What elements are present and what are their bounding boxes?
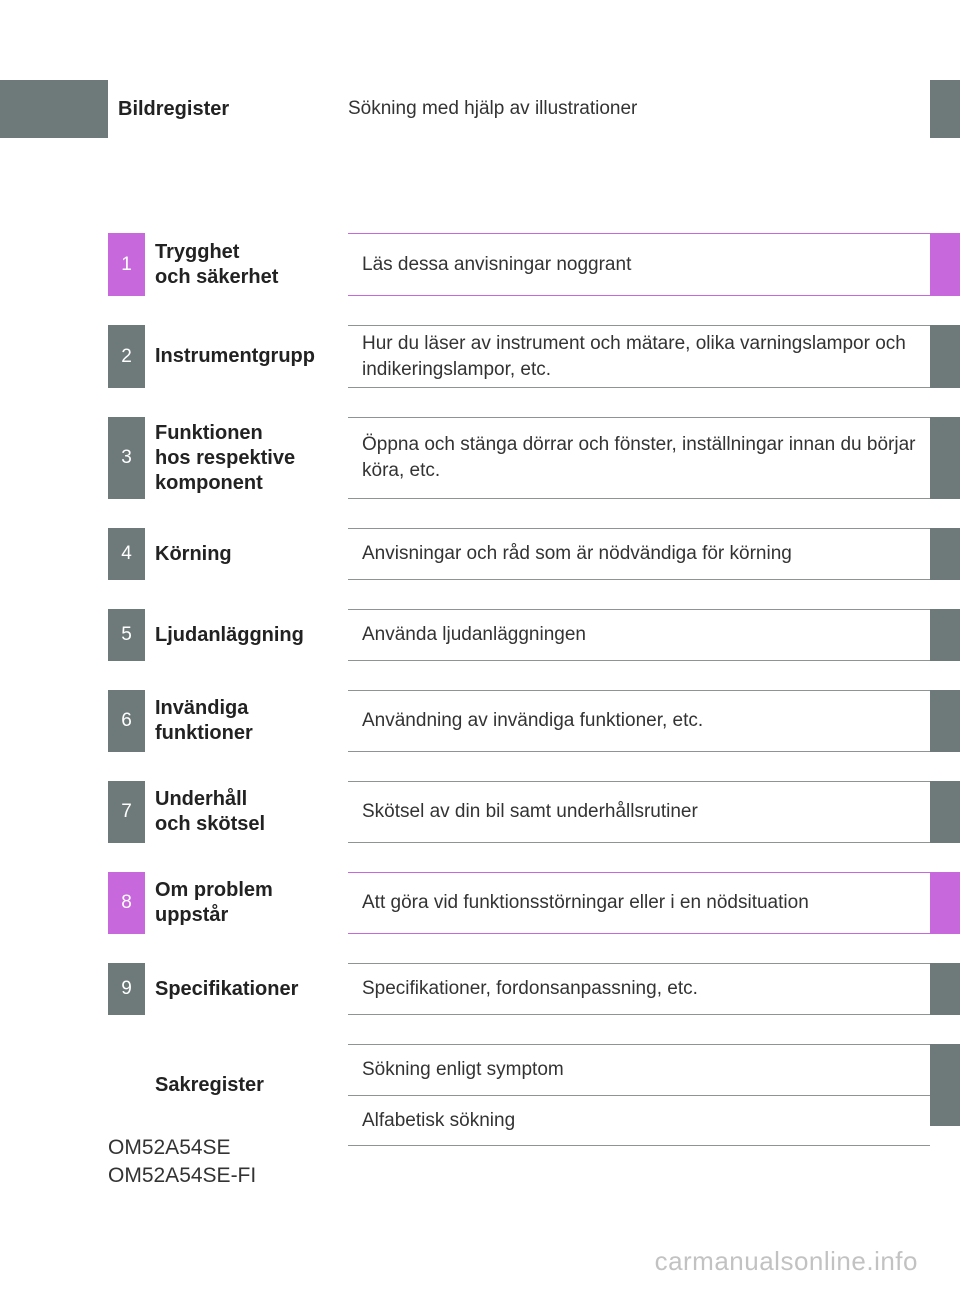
header-right-stub bbox=[930, 80, 960, 138]
gap bbox=[338, 325, 348, 388]
header-desc: Sökning med hjälp av illustrationer bbox=[328, 80, 930, 138]
gap bbox=[338, 528, 348, 580]
gap bbox=[338, 417, 348, 499]
chapter-title: Funktionen hos respektive komponent bbox=[145, 417, 338, 499]
chapter-number: 3 bbox=[108, 417, 145, 499]
chapter-number: 1 bbox=[108, 233, 145, 296]
chapter-title: Ljudanläggning bbox=[145, 609, 338, 661]
right-stub bbox=[930, 1044, 960, 1126]
toc-row[interactable]: 5LjudanläggningAnvända ljudanläggningen bbox=[0, 609, 960, 661]
right-stub bbox=[930, 417, 960, 499]
right-stub bbox=[930, 233, 960, 296]
chapter-desc: Läs dessa anvisningar noggrant bbox=[348, 233, 930, 296]
chapter-number: 2 bbox=[108, 325, 145, 388]
right-stub bbox=[930, 781, 960, 843]
chapter-title: Instrumentgrupp bbox=[145, 325, 338, 388]
chapter-desc: Anvisningar och råd som är nödvändiga fö… bbox=[348, 528, 930, 580]
chapter-number: 6 bbox=[108, 690, 145, 752]
toc-row[interactable]: 7Underhåll och skötselSkötsel av din bil… bbox=[0, 781, 960, 843]
chapter-desc: Användning av invändiga funktioner, etc. bbox=[348, 690, 930, 752]
toc-row[interactable]: 8Om problem uppstårAtt göra vid funktion… bbox=[0, 872, 960, 934]
chapter-desc: Alfabetisk sökning bbox=[348, 1096, 930, 1147]
chapter-number bbox=[108, 1044, 145, 1126]
gap bbox=[338, 781, 348, 843]
chapter-title: Underhåll och skötsel bbox=[145, 781, 338, 843]
right-stub bbox=[930, 963, 960, 1015]
chapter-title: Invändiga funktioner bbox=[145, 690, 338, 752]
header-row: Bildregister Sökning med hjälp av illust… bbox=[0, 80, 960, 138]
chapter-desc: Hur du läser av instrument och mätare, o… bbox=[348, 325, 930, 388]
chapter-number: 9 bbox=[108, 963, 145, 1015]
toc-row[interactable]: SakregisterSökning enligt symptomAlfabet… bbox=[0, 1044, 960, 1126]
gap bbox=[338, 1044, 348, 1126]
toc-row[interactable]: 9SpecifikationerSpecifikationer, fordons… bbox=[0, 963, 960, 1015]
toc-row[interactable]: 6Invändiga funktionerAnvändning av invän… bbox=[0, 690, 960, 752]
chapter-number: 7 bbox=[108, 781, 145, 843]
toc-row[interactable]: 1Trygghet och säkerhetLäs dessa anvisnin… bbox=[0, 233, 960, 296]
chapter-number: 5 bbox=[108, 609, 145, 661]
chapter-title: Körning bbox=[145, 528, 338, 580]
gap bbox=[338, 690, 348, 752]
header-title: Bildregister bbox=[108, 80, 328, 138]
chapter-title: Sakregister bbox=[145, 1044, 338, 1126]
chapter-desc: Öppna och stänga dörrar och fönster, ins… bbox=[348, 417, 930, 499]
chapter-desc-group: Sökning enligt symptomAlfabetisk sökning bbox=[348, 1044, 930, 1126]
header-left-stub bbox=[0, 80, 108, 138]
chapter-desc: Sökning enligt symptom bbox=[348, 1044, 930, 1096]
gap bbox=[338, 872, 348, 934]
right-stub bbox=[930, 609, 960, 661]
right-stub bbox=[930, 872, 960, 934]
right-stub bbox=[930, 325, 960, 388]
manual-toc-page: Bildregister Sökning med hjälp av illust… bbox=[0, 0, 960, 1307]
footer-code-line: OM52A54SE-FI bbox=[108, 1162, 960, 1190]
toc-row[interactable]: 4KörningAnvisningar och råd som är nödvä… bbox=[0, 528, 960, 580]
gap bbox=[338, 233, 348, 296]
chapter-desc: Specifikationer, fordonsanpassning, etc. bbox=[348, 963, 930, 1015]
chapter-title: Specifikationer bbox=[145, 963, 338, 1015]
chapter-number: 4 bbox=[108, 528, 145, 580]
chapter-number: 8 bbox=[108, 872, 145, 934]
chapter-desc: Skötsel av din bil samt underhållsrutine… bbox=[348, 781, 930, 843]
chapter-desc: Att göra vid funktionsstörningar eller i… bbox=[348, 872, 930, 934]
toc-row[interactable]: 2InstrumentgruppHur du läser av instrume… bbox=[0, 325, 960, 388]
watermark: carmanualsonline.info bbox=[655, 1246, 918, 1277]
right-stub bbox=[930, 690, 960, 752]
right-stub bbox=[930, 528, 960, 580]
chapter-title: Om problem uppstår bbox=[145, 872, 338, 934]
gap bbox=[338, 609, 348, 661]
toc-row[interactable]: 3Funktionen hos respektive komponentÖppn… bbox=[0, 417, 960, 499]
chapter-desc: Använda ljudanläggningen bbox=[348, 609, 930, 661]
chapter-title: Trygghet och säkerhet bbox=[145, 233, 338, 296]
gap bbox=[338, 963, 348, 1015]
toc-rows-container: 1Trygghet och säkerhetLäs dessa anvisnin… bbox=[0, 233, 960, 1126]
